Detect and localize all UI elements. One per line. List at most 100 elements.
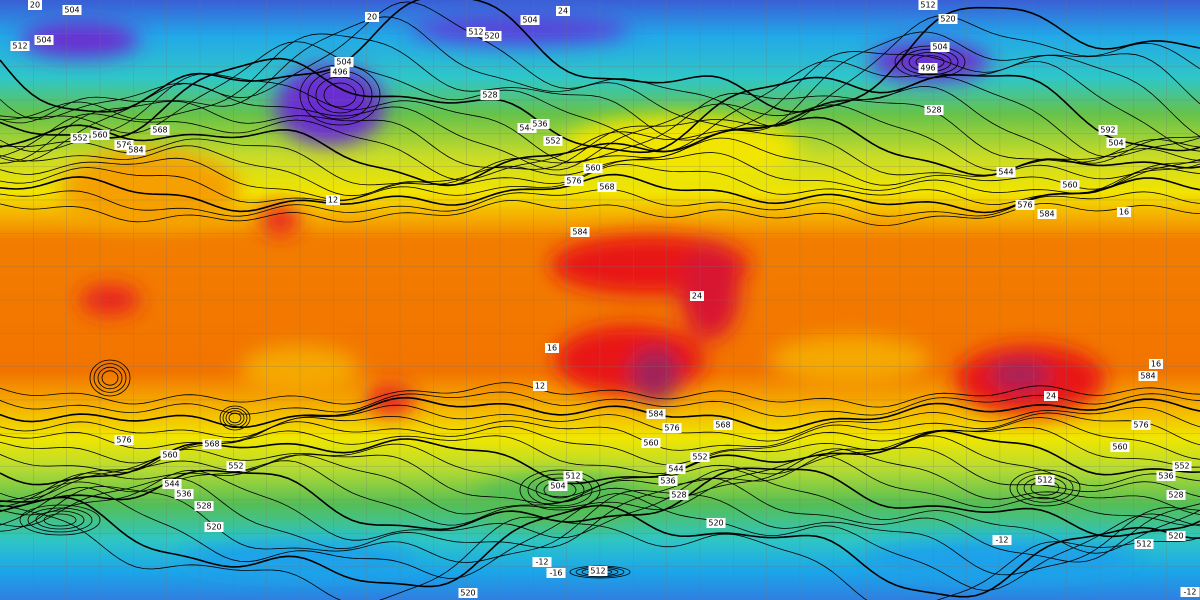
contour-label: -12 [995, 536, 1008, 545]
contour-ring [519, 469, 601, 511]
label-box [646, 409, 666, 419]
label-box [1098, 125, 1118, 135]
contour-label: 544 [998, 168, 1013, 177]
label-box [1117, 207, 1131, 217]
label-box [546, 568, 566, 578]
contour-label: 576 [1017, 201, 1032, 210]
contour-label: 504 [522, 16, 537, 25]
label-box [466, 27, 486, 37]
contour-ring [1016, 473, 1074, 503]
contour-label: 512 [1136, 540, 1151, 549]
label-box [1156, 471, 1176, 481]
contour-label: 568 [599, 183, 614, 192]
label-box [334, 57, 354, 67]
contour-label: 528 [671, 491, 686, 500]
contour-line [0, 1, 1200, 127]
label-box [326, 195, 340, 205]
contour-label: 12 [328, 196, 338, 205]
contour-line [0, 417, 1200, 466]
label-box [1131, 420, 1151, 430]
contour-label: 576 [566, 177, 581, 186]
label-box [480, 90, 500, 100]
label-box [28, 0, 42, 10]
contour-label: 544 [519, 124, 534, 133]
contour-label: 504 [336, 58, 351, 67]
contour-ring [43, 513, 77, 527]
contour-label: 568 [152, 126, 167, 135]
label-box [563, 471, 583, 481]
label-box [588, 566, 608, 576]
label-box [365, 12, 379, 22]
label-box [1015, 200, 1035, 210]
label-box [924, 105, 944, 115]
contour-line [0, 199, 1200, 227]
contour-label: 560 [1062, 181, 1077, 190]
label-box [1166, 490, 1186, 500]
contour-label: 528 [482, 91, 497, 100]
contour-line [0, 486, 1200, 591]
label-box [126, 145, 146, 155]
contour-line [0, 468, 1200, 554]
label-box [90, 130, 110, 140]
label-box [918, 63, 938, 73]
label-box [1044, 391, 1058, 401]
contour-ring [225, 410, 245, 426]
label-box [520, 15, 540, 25]
contour-label: 536 [1158, 472, 1173, 481]
contour-label: 16 [1119, 208, 1129, 217]
contour-label: -16 [549, 569, 562, 578]
contour-line [0, 41, 1200, 152]
label-box [690, 452, 710, 462]
contour-line [0, 173, 1200, 214]
label-box [1106, 138, 1126, 148]
label-box [713, 420, 733, 430]
label-box [202, 439, 222, 449]
label-box [226, 461, 246, 471]
label-box [1060, 180, 1080, 190]
contour-ring [323, 82, 357, 108]
contour-line [0, 429, 1200, 486]
contour-label: 520 [940, 15, 955, 24]
label-box [1138, 371, 1158, 381]
contour-line [0, 477, 1200, 563]
label-box [162, 479, 182, 489]
label-box [543, 136, 563, 146]
contour-label: 576 [116, 436, 131, 445]
contour-line [0, 435, 1200, 500]
contour-line [0, 447, 1200, 507]
contour-label: 584 [1140, 372, 1155, 381]
label-box [706, 518, 726, 528]
contour-label: 24 [692, 292, 702, 301]
label-box [160, 450, 180, 460]
contour-label: 584 [1039, 210, 1054, 219]
contour-label: 16 [547, 344, 557, 353]
label-box [548, 481, 568, 491]
label-box [1035, 475, 1055, 485]
contour-label: 520 [1168, 532, 1183, 541]
contour-label: 512 [565, 472, 580, 481]
contour-label: 504 [932, 43, 947, 52]
contour-label: 584 [572, 228, 587, 237]
contour-label: 24 [558, 7, 568, 16]
label-box [690, 291, 704, 301]
label-box [938, 14, 958, 24]
contour-label: 504 [550, 482, 565, 491]
contour-label: 584 [648, 410, 663, 419]
contour-label: 528 [1168, 491, 1183, 500]
label-box [114, 435, 134, 445]
contour-label: 496 [332, 68, 347, 77]
contour-label: 552 [545, 137, 560, 146]
contour-label: 16 [1151, 360, 1161, 369]
contour-label: 592 [1100, 126, 1115, 135]
contour-ring [894, 45, 966, 79]
contour-label: 576 [664, 424, 679, 433]
label-box [1172, 461, 1192, 471]
contour-label: 512 [590, 567, 605, 576]
label-box [114, 140, 134, 150]
label-box [482, 31, 502, 41]
contour-label: 520 [708, 519, 723, 528]
contour-label: 496 [920, 64, 935, 73]
